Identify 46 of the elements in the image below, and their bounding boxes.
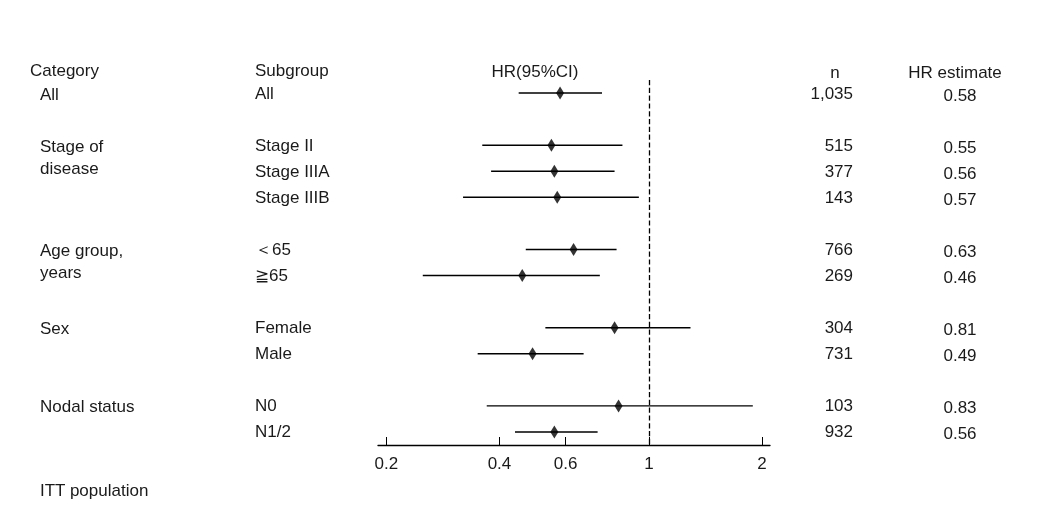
x-tick-label: 1 <box>644 454 654 473</box>
x-tick-label: 0.2 <box>374 454 399 473</box>
text: ITT population <box>40 480 149 500</box>
data-label: 0.57 <box>943 189 977 209</box>
text: Nodal status <box>40 397 135 417</box>
data-label: 0.56 <box>943 424 977 444</box>
data-label: 0.55 <box>943 137 977 157</box>
data-label: 0.83 <box>943 398 977 418</box>
x-tick-label: 2 <box>757 454 767 473</box>
y2-tick-label: 269 <box>824 266 853 286</box>
text: HR estimate <box>908 62 1002 82</box>
y-tick-label: Stage IIIB <box>255 187 330 207</box>
y2-tick-label: 304 <box>824 318 853 338</box>
x-tick-label: 0.6 <box>553 454 578 473</box>
y2-tick-label: 1,035 <box>810 83 853 103</box>
text: Stage of disease <box>40 136 109 178</box>
y-tick-label: All <box>255 83 274 103</box>
y2-tick-label: 515 <box>824 135 853 155</box>
text: Category <box>30 60 100 80</box>
data-label: 0.63 <box>943 241 977 261</box>
y-tick-label: N0 <box>255 396 277 416</box>
y2-axis-title: n <box>830 62 840 82</box>
y2-tick-label: 766 <box>824 239 853 259</box>
y-tick-label: ＜65 <box>255 239 291 259</box>
y2-tick-label: 932 <box>824 422 853 442</box>
y-axis-title: Subgroup <box>255 60 329 80</box>
data-label: 0.56 <box>943 163 977 183</box>
y-tick-label: Male <box>255 344 292 364</box>
y2-tick-label: 731 <box>824 344 853 364</box>
text: All <box>40 84 59 104</box>
chart-title: HR(95%CI) <box>491 62 579 81</box>
y-tick-label: N1/2 <box>255 422 291 442</box>
data-label: 0.46 <box>943 268 977 288</box>
y-tick-label: Stage II <box>255 135 314 155</box>
y-tick-label: Stage IIIA <box>255 161 331 181</box>
text: Sex <box>40 319 70 339</box>
x-tick-label: 0.4 <box>487 454 512 473</box>
y2-tick-label: 103 <box>824 396 853 416</box>
data-label: 0.49 <box>943 346 977 366</box>
y2-tick-label: 377 <box>824 161 853 181</box>
data-label: 0.81 <box>943 320 977 340</box>
y2-tick-label: 143 <box>824 187 853 207</box>
data-label: 0.58 <box>943 85 977 105</box>
y-tick-label: ≧65 <box>255 266 288 286</box>
text: Age group, years <box>40 240 128 282</box>
y-tick-label: Female <box>255 318 312 338</box>
